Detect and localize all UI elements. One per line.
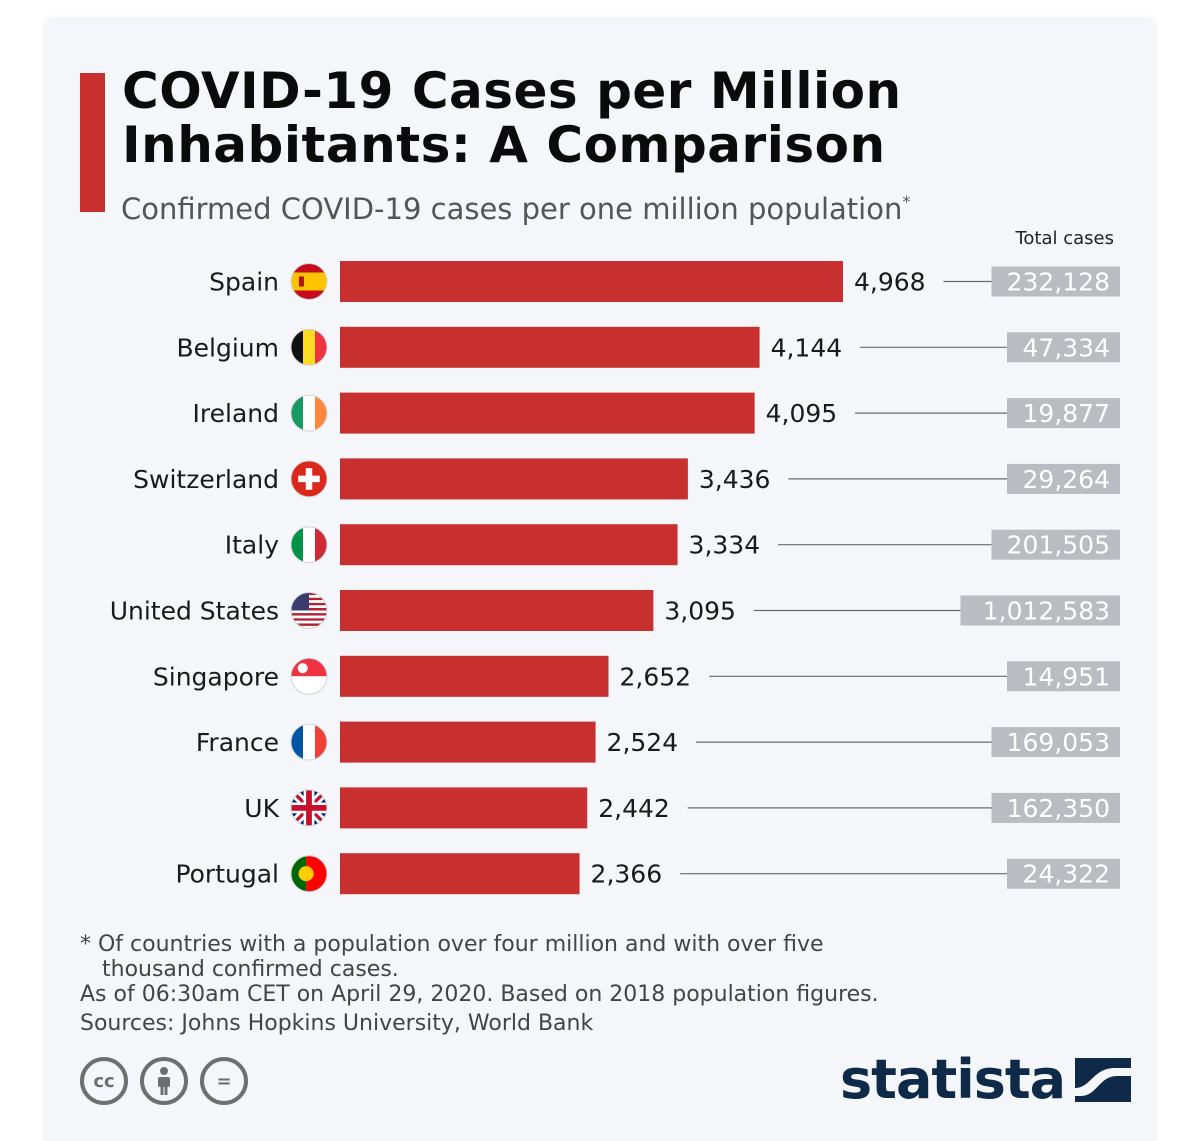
- cc-icon-text: cc: [93, 1070, 115, 1092]
- bar: [340, 326, 760, 368]
- total-cases-box: [1007, 661, 1120, 692]
- portugal-flag-icon: [290, 855, 328, 893]
- total-cases-box: [960, 595, 1120, 626]
- singapore-flag-icon: [290, 657, 328, 695]
- footnote-line-2: thousand confirmed cases.: [102, 957, 399, 982]
- value-label: 3,095: [664, 597, 736, 626]
- country-label: Portugal: [175, 860, 279, 889]
- country-label: Singapore: [153, 662, 279, 691]
- footnote-line-1: * Of countries with a population over fo…: [80, 932, 824, 957]
- footnote-sources: Sources: Johns Hopkins University, World…: [80, 1011, 594, 1036]
- value-label: 3,436: [699, 465, 771, 494]
- total-cases-label: 24,322: [1023, 860, 1110, 889]
- total-cases-box: [1007, 858, 1120, 889]
- footnotes: * Of countries with a population over fo…: [80, 932, 1080, 1036]
- total-cases-label: 1,012,583: [983, 597, 1110, 626]
- france-flag-icon: [290, 723, 328, 761]
- bar: [340, 590, 654, 631]
- bar: [340, 261, 843, 302]
- total-cases-label: 201,505: [1007, 531, 1110, 560]
- value-label: 2,442: [598, 794, 670, 823]
- statista-logo-icon: [1075, 1057, 1132, 1102]
- country-label: Spain: [209, 268, 279, 297]
- total-cases-box: [1007, 463, 1120, 494]
- statista-logo[interactable]: statista: [840, 1048, 1132, 1111]
- total-cases-label: 29,264: [1023, 465, 1110, 494]
- italy-flag-icon: [290, 526, 328, 564]
- uk-flag-icon: [290, 789, 328, 827]
- country-label: France: [196, 728, 279, 757]
- bar: [340, 853, 580, 895]
- us-flag-icon: [290, 592, 328, 629]
- total-cases-label: 19,877: [1023, 399, 1110, 428]
- bar: [340, 655, 609, 697]
- country-label: UK: [244, 794, 279, 823]
- country-label: Belgium: [177, 333, 280, 362]
- total-cases-box: [991, 727, 1120, 758]
- value-label: 2,652: [620, 662, 692, 691]
- total-cases-box: [1007, 332, 1120, 363]
- value-label: 2,524: [607, 728, 679, 757]
- total-cases-label: 162,350: [1007, 794, 1110, 823]
- subtitle-asterisk: *: [902, 192, 911, 211]
- total-cases-box: [991, 792, 1120, 823]
- total-cases-box: [991, 529, 1120, 560]
- value-label: 4,095: [766, 399, 838, 428]
- bar: [340, 524, 678, 566]
- country-label: United States: [110, 597, 279, 626]
- bar: [340, 392, 755, 434]
- license-icons: cc =: [80, 1057, 248, 1105]
- chart-subtitle: Confirmed COVID-19 cases per one million…: [121, 184, 1121, 227]
- country-label: Switzerland: [133, 465, 279, 494]
- total-cases-label: 47,334: [1023, 333, 1110, 362]
- spain-flag-icon: [290, 263, 328, 300]
- footnote-date: As of 06:30am CET on April 29, 2020. Bas…: [80, 982, 879, 1007]
- value-label: 4,968: [854, 268, 926, 297]
- value-label: 2,366: [591, 860, 663, 889]
- chart-title: COVID-19 Cases per Million Inhabitants: …: [122, 64, 1122, 172]
- title-accent-bar: [80, 73, 105, 212]
- creative-commons-icon[interactable]: cc: [80, 1057, 128, 1105]
- total-cases-label: 232,128: [1007, 268, 1110, 297]
- bar: [340, 721, 596, 763]
- title-line-2: Inhabitants: A Comparison: [122, 116, 886, 174]
- ireland-flag-icon: [290, 394, 328, 432]
- bar: [340, 458, 688, 500]
- bar: [340, 787, 588, 829]
- infographic-card: [46, 20, 1154, 1141]
- no-derivatives-icon[interactable]: =: [200, 1057, 248, 1105]
- attribution-icon[interactable]: [140, 1057, 188, 1105]
- country-label: Italy: [225, 531, 279, 560]
- country-label: Ireland: [193, 399, 279, 428]
- total-cases-box: [1007, 398, 1120, 429]
- subtitle-text: Confirmed COVID-19 cases per one million…: [121, 192, 903, 226]
- person-icon: [158, 1067, 170, 1095]
- switzerland-flag-icon: [290, 460, 328, 498]
- total-cases-label: 169,053: [1007, 728, 1110, 757]
- total-cases-header: Total cases: [1015, 228, 1114, 249]
- title-line-1: COVID-19 Cases per Million: [122, 62, 902, 120]
- brand-name: statista: [840, 1048, 1066, 1111]
- value-label: 4,144: [771, 333, 843, 362]
- total-cases-label: 14,951: [1023, 662, 1110, 691]
- total-cases-box: [991, 266, 1120, 297]
- value-label: 3,334: [689, 531, 761, 560]
- nd-icon-text: =: [216, 1070, 232, 1092]
- belgium-flag-icon: [290, 328, 328, 366]
